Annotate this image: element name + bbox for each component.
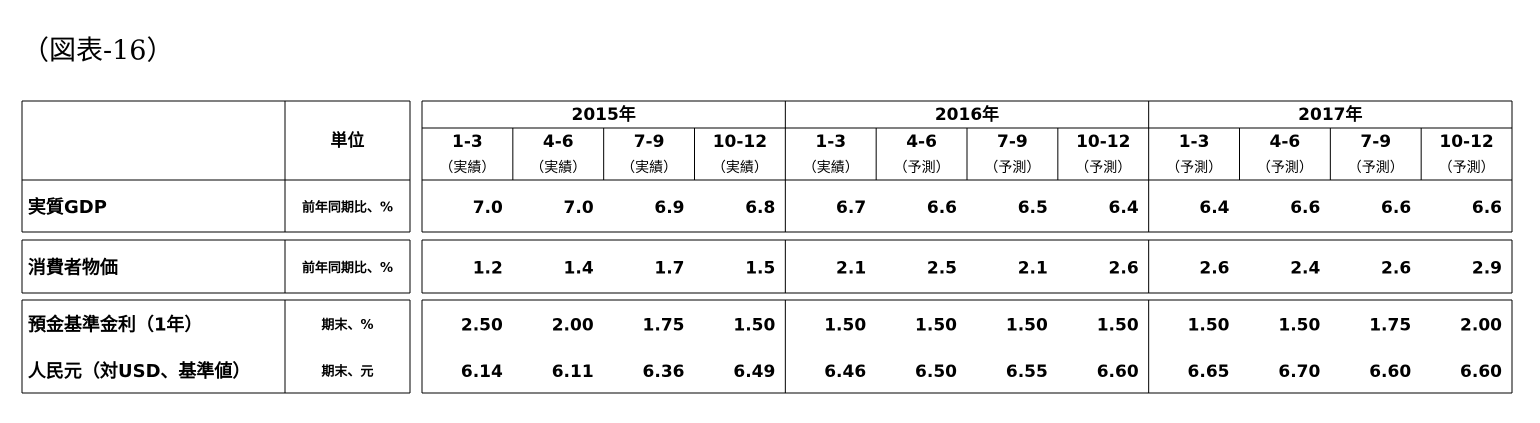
row-unit: 前年同期比、%: [302, 260, 393, 276]
quarter-header: 1-3: [452, 132, 483, 152]
cell-value: 1.75: [1369, 315, 1411, 335]
cell-value: 6.36: [643, 362, 685, 382]
year-header: 2015年: [572, 104, 636, 125]
cell-value: 6.46: [824, 362, 866, 382]
status-header: （予測）: [1348, 160, 1404, 176]
cell-value: 1.2: [473, 259, 503, 279]
quarter-header: 4-6: [543, 132, 574, 152]
status-header: （実績）: [803, 160, 859, 176]
cell-value: 7.0: [564, 198, 594, 218]
cell-value: 6.14: [461, 362, 503, 382]
cell-value: 6.60: [1460, 362, 1502, 382]
cell-value: 6.70: [1278, 362, 1320, 382]
row-unit: 期末、%: [321, 317, 373, 333]
cell-value: 2.6: [1199, 259, 1229, 279]
cell-value: 6.49: [733, 362, 775, 382]
cell-value: 6.5: [1018, 198, 1048, 218]
cell-value: 1.7: [654, 259, 684, 279]
cell-value: 6.6: [927, 198, 957, 218]
cell-value: 2.00: [1460, 315, 1502, 335]
cell-value: 2.00: [552, 315, 594, 335]
cell-value: 2.50: [461, 315, 503, 335]
quarter-header: 10-12: [713, 132, 767, 152]
row-unit: 期末、元: [321, 363, 373, 379]
quarter-header: 10-12: [1076, 132, 1130, 152]
cell-value: 2.4: [1290, 259, 1320, 279]
cell-value: 6.60: [1097, 362, 1139, 382]
status-header: （実績）: [621, 160, 677, 176]
row-label: 人民元（対USD、基準値）: [28, 360, 251, 382]
quarter-header: 7-9: [634, 132, 665, 152]
row-label: 実質GDP: [28, 196, 107, 218]
cell-value: 1.50: [1278, 315, 1320, 335]
row-label: 消費者物価: [28, 257, 118, 279]
cell-value: 1.4: [564, 259, 594, 279]
cell-value: 6.6: [1381, 198, 1411, 218]
cell-value: 6.4: [1109, 198, 1139, 218]
status-header: （実績）: [530, 160, 586, 176]
cell-value: 1.50: [1188, 315, 1230, 335]
cell-value: 1.50: [824, 315, 866, 335]
cell-value: 1.50: [733, 315, 775, 335]
cell-value: 2.1: [836, 259, 866, 279]
status-header: （予測）: [894, 160, 950, 176]
cell-value: 6.9: [654, 198, 684, 218]
status-header: （予測）: [1439, 160, 1495, 176]
cell-value: 6.6: [1290, 198, 1320, 218]
unit-header: 単位: [331, 130, 365, 151]
status-header: （予測）: [1166, 160, 1222, 176]
cell-value: 2.6: [1109, 259, 1139, 279]
cell-value: 1.50: [1006, 315, 1048, 335]
quarter-header: 4-6: [1270, 132, 1301, 152]
quarter-header: 7-9: [1360, 132, 1391, 152]
status-header: （実績）: [712, 160, 768, 176]
cell-value: 6.50: [915, 362, 957, 382]
cell-value: 6.4: [1199, 198, 1229, 218]
quarter-header: 10-12: [1439, 132, 1493, 152]
cell-value: 2.1: [1018, 259, 1048, 279]
cell-value: 6.7: [836, 198, 866, 218]
quarter-header: 1-3: [1179, 132, 1210, 152]
cell-value: 6.60: [1369, 362, 1411, 382]
year-header: 2017年: [1298, 104, 1362, 125]
cell-value: 7.0: [473, 198, 503, 218]
figure-title: （図表-16）: [22, 36, 173, 67]
cell-value: 6.8: [745, 198, 775, 218]
quarter-header: 4-6: [906, 132, 937, 152]
status-header: （実績）: [439, 160, 495, 176]
cell-value: 2.9: [1472, 259, 1502, 279]
cell-value: 2.5: [927, 259, 957, 279]
year-header: 2016年: [935, 104, 999, 125]
status-header: （予測）: [1257, 160, 1313, 176]
row-unit: 前年同期比、%: [302, 200, 393, 216]
cell-value: 6.6: [1472, 198, 1502, 218]
cell-value: 1.75: [643, 315, 685, 335]
quarter-header: 1-3: [815, 132, 846, 152]
cell-value: 1.5: [745, 259, 775, 279]
status-header: （予測）: [984, 160, 1040, 176]
cell-value: 6.11: [552, 362, 594, 382]
cell-value: 6.65: [1188, 362, 1230, 382]
status-header: （予測）: [1075, 160, 1131, 176]
cell-value: 1.50: [1097, 315, 1139, 335]
cell-value: 2.6: [1381, 259, 1411, 279]
quarter-header: 7-9: [997, 132, 1028, 152]
cell-value: 1.50: [915, 315, 957, 335]
row-label: 預金基準金利（1年）: [28, 313, 203, 335]
cell-value: 6.55: [1006, 362, 1048, 382]
